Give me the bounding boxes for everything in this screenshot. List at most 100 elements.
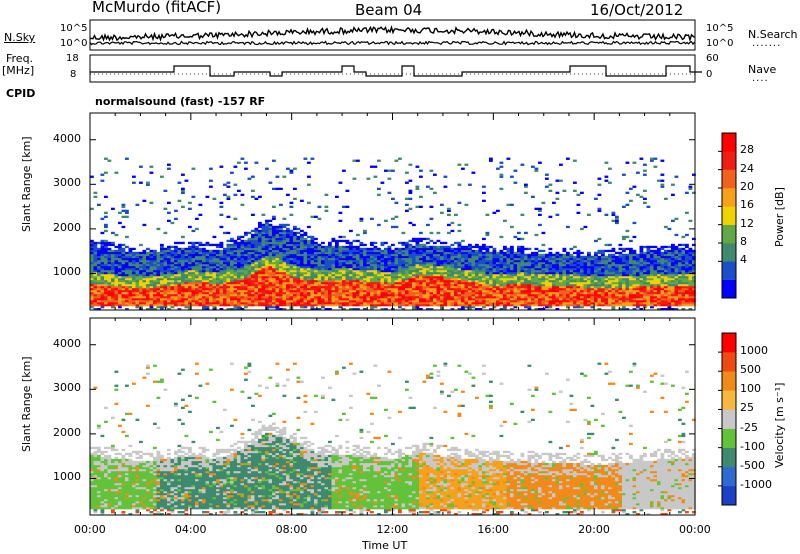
power-cell — [237, 245, 241, 249]
power-cell — [244, 279, 248, 283]
power-cell — [282, 225, 287, 229]
power-cell — [303, 233, 308, 237]
power-cell — [517, 279, 521, 283]
power-cell — [405, 255, 409, 259]
power-cell — [422, 259, 427, 263]
power-cell — [104, 261, 108, 265]
power-cell — [352, 265, 357, 269]
power-cell — [457, 251, 462, 255]
power-cell — [356, 233, 360, 237]
power-cell — [492, 257, 497, 261]
power-cell — [321, 255, 325, 259]
power-cell — [496, 283, 500, 287]
power-cell — [440, 263, 444, 267]
power-cell — [188, 281, 192, 285]
power-cell — [328, 294, 332, 297]
power-cell — [237, 304, 241, 307]
power-cell — [300, 233, 304, 237]
power-cell — [555, 302, 560, 305]
power-cell — [114, 233, 119, 237]
power-cell — [419, 302, 423, 305]
power-cell — [590, 263, 595, 267]
power-cell — [195, 289, 199, 293]
power-cell — [293, 263, 297, 267]
power-cell — [555, 197, 560, 201]
power-cell — [450, 283, 455, 287]
power-cell — [296, 296, 301, 299]
power-cell — [212, 302, 217, 305]
power-cell — [202, 243, 206, 247]
power-cell — [121, 209, 126, 213]
power-cell — [212, 255, 217, 259]
power-cell — [433, 283, 437, 287]
power-cell — [478, 251, 483, 255]
power-cell — [394, 294, 399, 297]
power-cell — [513, 296, 518, 299]
power-cell — [251, 249, 255, 253]
power-cell — [97, 296, 101, 299]
power-cell — [359, 253, 364, 257]
power-cell — [139, 279, 143, 283]
power-cell — [566, 302, 570, 305]
power-cell — [296, 243, 301, 247]
power-cell — [426, 185, 430, 188]
power-cell — [506, 291, 511, 295]
power-cell — [135, 304, 140, 307]
power-cell — [576, 302, 581, 305]
power-cell — [188, 263, 192, 267]
power-cell — [254, 227, 259, 231]
power-cell — [268, 275, 273, 279]
power-cell — [363, 271, 367, 275]
power-cell — [163, 300, 168, 303]
power-cell — [471, 294, 476, 297]
power-cell — [573, 267, 577, 271]
power-cell — [335, 275, 339, 279]
power-cell — [552, 257, 556, 261]
power-cell — [401, 302, 406, 305]
power-cell — [475, 289, 479, 293]
power-cell — [531, 281, 535, 285]
power-cell — [566, 281, 570, 285]
power-cell — [408, 239, 413, 243]
power-cell — [359, 281, 364, 285]
power-cell — [587, 294, 591, 297]
power-cell — [177, 275, 182, 279]
power-cell — [538, 279, 542, 283]
power-cell — [149, 289, 154, 293]
freq-strip-frame — [89, 54, 696, 83]
power-cell — [429, 249, 434, 253]
power-cell — [286, 300, 290, 303]
power-cell — [188, 285, 192, 289]
power-cell — [436, 261, 441, 265]
power-cell — [520, 265, 525, 269]
power-cell — [195, 269, 199, 273]
power-cell — [468, 275, 472, 279]
power-cell — [275, 285, 280, 289]
power-cell — [338, 181, 343, 184]
power-cell — [107, 275, 112, 279]
power-cell — [580, 257, 584, 261]
power-cell — [436, 285, 441, 289]
power-cell — [100, 300, 105, 303]
power-cell — [321, 275, 325, 279]
power-cell — [324, 269, 329, 273]
power-cell — [370, 271, 374, 275]
power-cell — [461, 253, 465, 257]
power-cell — [415, 255, 420, 259]
power-cell — [184, 257, 189, 261]
power-cell — [272, 187, 276, 191]
power-cell — [510, 255, 514, 259]
power-cell — [457, 243, 462, 247]
power-cell — [496, 279, 500, 283]
power-cell — [524, 291, 528, 295]
power-cell — [524, 281, 528, 285]
power-cell — [555, 259, 560, 263]
power-cell — [268, 249, 273, 253]
power-cell — [583, 296, 588, 299]
power-cell — [258, 275, 262, 279]
power-cell — [576, 283, 581, 287]
power-cell — [513, 181, 518, 184]
power-cell — [429, 263, 434, 267]
top-strips — [89, 19, 702, 83]
power-cell — [359, 298, 364, 301]
